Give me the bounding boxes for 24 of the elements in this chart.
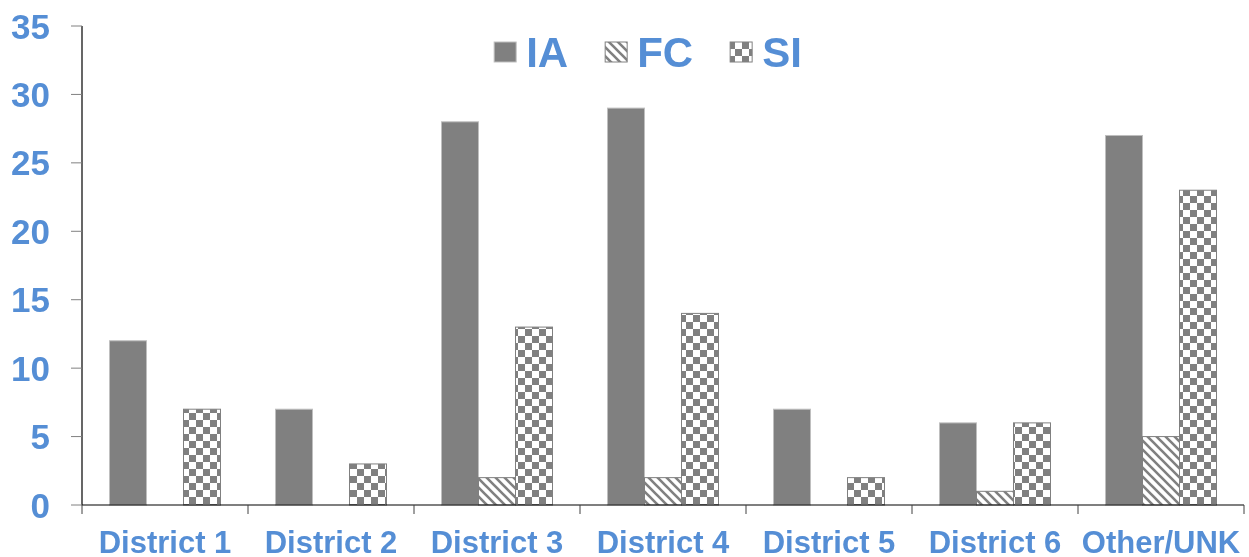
bar <box>773 408 811 506</box>
bar <box>847 477 885 506</box>
y-tick-label: 30 <box>11 75 50 115</box>
legend-label: SI <box>762 28 802 76</box>
x-tick-label: District 3 <box>430 525 564 557</box>
x-tick-label: Other/UNK <box>1081 525 1241 557</box>
bar <box>183 408 221 506</box>
bar <box>109 340 147 506</box>
x-tick-label: District 6 <box>928 525 1062 557</box>
y-tick-label: 35 <box>11 6 50 46</box>
legend-label: IA <box>526 28 569 76</box>
y-tick-label: 20 <box>11 211 50 251</box>
y-tick-label: 10 <box>11 348 50 388</box>
y-tick-label: 25 <box>11 143 50 183</box>
y-tick-label: 0 <box>30 485 50 525</box>
x-tick-label: District 4 <box>596 525 731 557</box>
bar <box>275 408 313 506</box>
bar <box>349 463 387 506</box>
x-tick-label: District 2 <box>264 525 398 557</box>
x-tick-label: District 1 <box>98 525 232 557</box>
legend-label: FC <box>637 28 694 76</box>
x-tick-label: District 5 <box>762 525 896 557</box>
y-tick-label: 15 <box>11 280 50 320</box>
y-tick-label: 5 <box>30 417 50 457</box>
